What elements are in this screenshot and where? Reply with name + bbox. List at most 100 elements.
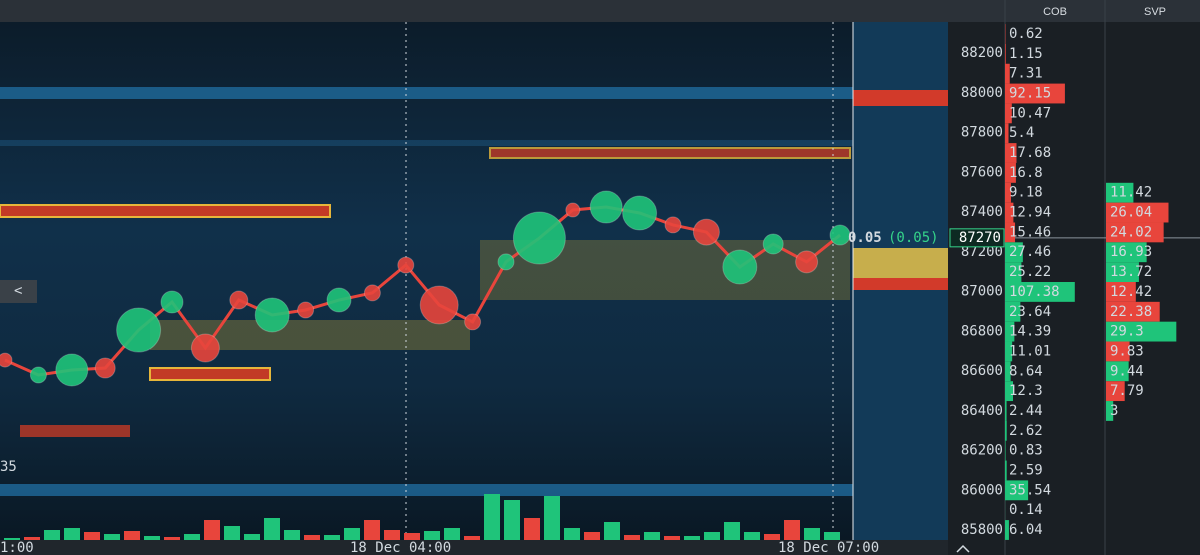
svp-bar bbox=[1106, 242, 1147, 263]
svp-bar bbox=[1106, 262, 1139, 282]
svp-bar bbox=[1106, 361, 1129, 382]
volume-bar bbox=[684, 536, 700, 540]
volume-bar bbox=[304, 535, 320, 540]
time-label: 18 Dec 07:00 bbox=[778, 540, 879, 555]
svp-value: 16.93 bbox=[1110, 244, 1152, 260]
svp-value: 9.83 bbox=[1110, 343, 1144, 359]
trade-bubble bbox=[419, 285, 459, 325]
volume-bar bbox=[144, 536, 160, 540]
top-bar bbox=[0, 0, 1200, 22]
price-tick-label: 86800 bbox=[961, 323, 1003, 339]
svp-value: 9.44 bbox=[1110, 363, 1144, 379]
volume-bar bbox=[584, 532, 600, 540]
back-button-label[interactable]: < bbox=[14, 283, 22, 299]
liquidity-band bbox=[0, 87, 948, 99]
svp-bar bbox=[1106, 182, 1134, 203]
trade-bubble bbox=[512, 211, 566, 265]
cob-value: 12.94 bbox=[1009, 205, 1051, 221]
heatmap bbox=[0, 22, 948, 540]
scroll-up[interactable] bbox=[956, 544, 970, 553]
price-tick-label: 86000 bbox=[961, 482, 1003, 498]
volume-bar bbox=[464, 536, 480, 540]
volume-bar bbox=[244, 534, 260, 540]
back-button[interactable] bbox=[0, 280, 37, 303]
trade-bubble bbox=[363, 284, 381, 302]
last-trade-change: (0.05) bbox=[888, 230, 939, 246]
svp-value: 3 bbox=[1110, 403, 1118, 419]
current-book-band bbox=[853, 278, 948, 290]
volume-bar bbox=[104, 534, 120, 540]
svp-bar bbox=[1106, 401, 1114, 421]
cob-bar bbox=[1005, 361, 1011, 382]
svp-bar bbox=[1106, 301, 1160, 322]
volume-bar bbox=[664, 536, 680, 540]
volume-bar bbox=[284, 530, 300, 540]
cob-bar bbox=[1005, 460, 1007, 481]
cob-bar bbox=[1005, 420, 1007, 441]
column-header: COB bbox=[1043, 6, 1067, 18]
price-tick-label: 86200 bbox=[961, 443, 1003, 459]
volume-bar bbox=[124, 531, 140, 540]
cob-value: 35.54 bbox=[1009, 482, 1051, 498]
trade-bubble bbox=[722, 249, 758, 285]
trade-bubble bbox=[29, 366, 47, 384]
cob-bar bbox=[1005, 341, 1013, 362]
volume-bar bbox=[204, 520, 220, 540]
volume-bar bbox=[224, 526, 240, 540]
volume-bar bbox=[184, 534, 200, 540]
trade-bubble bbox=[55, 353, 89, 387]
volume-bar bbox=[484, 494, 500, 540]
cob-value: 10.47 bbox=[1009, 105, 1051, 121]
trade-bubble bbox=[190, 333, 220, 363]
svp-bar bbox=[1106, 381, 1125, 402]
cob-value: 2.59 bbox=[1009, 462, 1043, 478]
cob-bar bbox=[1005, 182, 1011, 203]
current-book-band bbox=[853, 90, 948, 106]
cob-bar bbox=[1005, 43, 1006, 64]
svp-bar bbox=[1106, 341, 1130, 362]
liquidity-band bbox=[0, 484, 948, 496]
cob-value: 7.31 bbox=[1009, 66, 1043, 82]
cob-value: 16.8 bbox=[1009, 165, 1043, 181]
volume-bar bbox=[784, 520, 800, 540]
trade-bubble bbox=[397, 256, 415, 274]
price-tick-label: 86400 bbox=[961, 403, 1003, 419]
current-book-band bbox=[853, 248, 948, 278]
cob-bar bbox=[1005, 401, 1007, 421]
svp-value: 13.72 bbox=[1110, 264, 1152, 280]
volume-bar bbox=[404, 533, 420, 540]
cob-bar bbox=[1005, 242, 1023, 263]
cob-bar bbox=[1005, 301, 1021, 322]
current-price-box bbox=[949, 228, 1005, 248]
volume-bar bbox=[604, 522, 620, 540]
trade-bubble bbox=[229, 290, 249, 310]
volume-bar bbox=[24, 537, 40, 540]
price-tick-label: 87400 bbox=[961, 204, 1003, 220]
cob-value: 0.83 bbox=[1009, 443, 1043, 459]
volume-bar bbox=[504, 500, 520, 540]
price-tick-label: 85800 bbox=[961, 522, 1003, 538]
cob-bar bbox=[1005, 162, 1016, 183]
price-tick-label: 87800 bbox=[961, 125, 1003, 141]
cob-value: 5.4 bbox=[1009, 125, 1034, 141]
price-tick-label: 86600 bbox=[961, 363, 1003, 379]
price-tick-label: 88000 bbox=[961, 85, 1003, 101]
svp-value: 12.42 bbox=[1110, 284, 1152, 300]
volume-bar bbox=[644, 532, 660, 540]
volume-bar bbox=[564, 528, 580, 540]
liquidity-band bbox=[20, 425, 130, 437]
svp-bar bbox=[1106, 282, 1136, 302]
volume-bar bbox=[44, 530, 60, 540]
volume-bar bbox=[64, 528, 80, 540]
time-axis bbox=[0, 540, 948, 555]
time-label: 18 Dec 04:00 bbox=[350, 540, 451, 555]
cob-value: 2.62 bbox=[1009, 423, 1043, 439]
volume-bar bbox=[704, 532, 720, 540]
liquidity-band bbox=[0, 204, 331, 218]
cob-bar bbox=[1005, 202, 1014, 223]
cob-value: 14.39 bbox=[1009, 324, 1051, 340]
svp-bar bbox=[1106, 321, 1177, 342]
trade-bubble bbox=[589, 190, 623, 224]
